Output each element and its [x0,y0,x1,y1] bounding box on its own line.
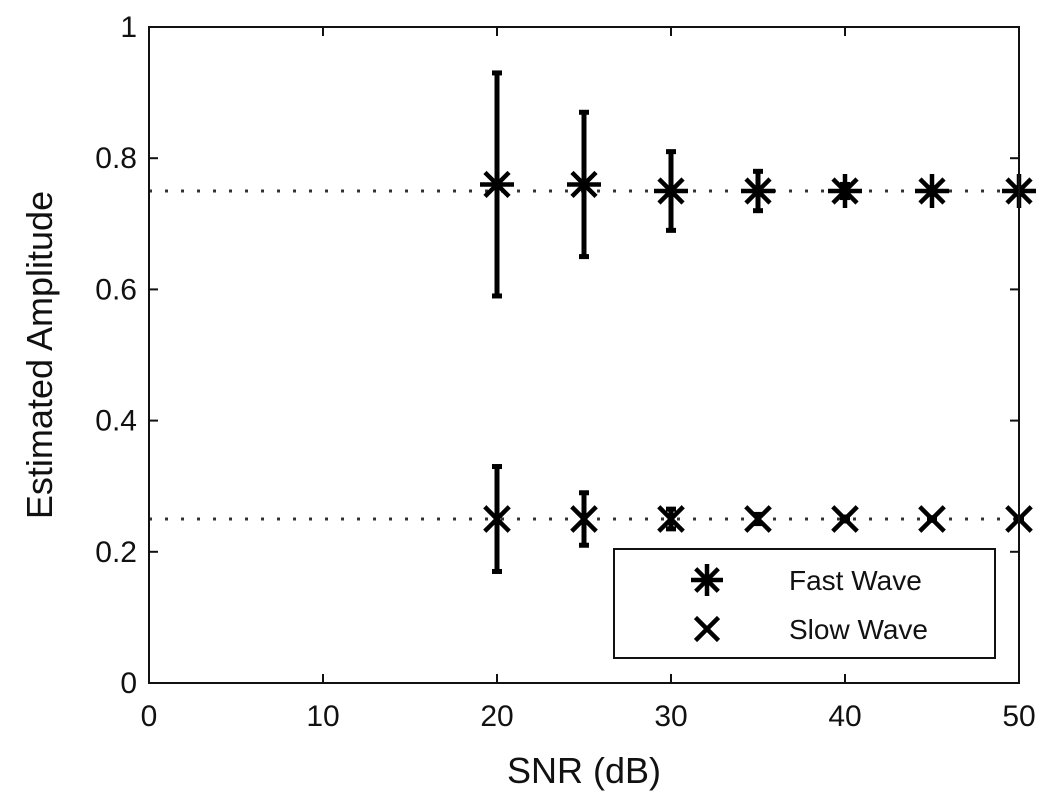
x-tick-label: 50 [1002,700,1035,733]
data-point-fast-wave [654,174,688,208]
data-point-slow-wave-stroke [657,505,685,533]
legend-label-slow-wave: Slow Wave [789,614,928,645]
y-tick-label: 0 [120,667,137,700]
x-tick-label: 10 [306,700,339,733]
y-tick-label: 0.8 [95,142,137,175]
legend-symbol-slow-wave [693,615,721,643]
data-point-fast-wave-stroke [483,170,511,199]
data-point-fast-wave [828,174,862,208]
x-tick-label: 40 [828,700,861,733]
legend: Fast Wave Slow Wave [613,548,996,659]
data-point-slow-wave-stroke [744,505,772,533]
legend-symbol-fast-wave [691,564,723,596]
data-point-slow-wave [657,505,685,533]
data-point-fast-wave-stroke [744,177,772,205]
data-point-slow-wave [570,505,598,533]
data-point-fast-wave-stroke [918,177,946,205]
legend-symbol-slow-wave-stroke [693,615,721,643]
data-point-fast-wave [480,167,514,202]
data-point-fast-wave-stroke [570,170,598,199]
legend-box [613,548,996,659]
y-axis-ticks: 0 0.2 0.4 0.6 0.8 1 [95,11,1019,700]
y-tick-label: 0.6 [95,273,137,306]
x-tick-label: 30 [654,700,687,733]
data-point-slow-wave-stroke [483,505,511,533]
legend-marker-fast-wave [691,564,723,596]
data-point-fast-wave [915,174,949,208]
y-tick-label: 1 [120,11,137,44]
y-tick-label: 0.2 [95,536,137,569]
data-point-fast-wave-stroke [831,177,859,205]
data-point-slow-wave-stroke [831,505,859,533]
data-point-slow-wave-stroke [570,505,598,533]
x-axis-label: SNR (dB) [507,750,661,791]
data-point-slow-wave-stroke [918,505,946,533]
data-point-fast-wave [567,167,601,202]
legend-marker-slow-wave [693,615,721,643]
y-axis-label: Estimated Amplitude [19,191,60,519]
data-point-slow-wave [831,505,859,533]
markers [480,167,1036,533]
legend-label-fast-wave: Fast Wave [789,565,922,596]
plot-frame [148,26,1020,684]
y-tick-label: 0.4 [95,405,137,438]
data-point-slow-wave [918,505,946,533]
x-axis-ticks: 0 10 20 30 40 50 [141,27,1036,733]
x-tick-label: 0 [141,700,158,733]
data-point-fast-wave-stroke [657,177,685,205]
legend-symbol-fast-wave-stroke [694,567,720,593]
x-tick-label: 20 [480,700,513,733]
data-point-slow-wave [744,505,772,533]
data-point-fast-wave [741,174,775,208]
data-point-slow-wave [483,505,511,533]
